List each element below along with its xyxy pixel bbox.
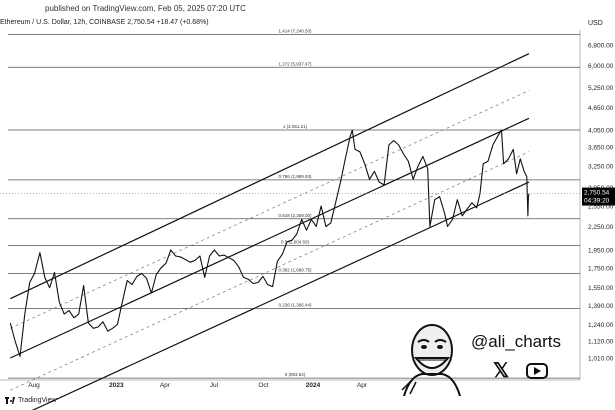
price-tick-label: 1,550.00 (588, 285, 614, 292)
tradingview-footer: TradingView (5, 397, 57, 404)
fib-levels: 1.414 (7,248.50) 1.272 (5,937.47) 1 (4,051… (8, 29, 580, 379)
price-tick-label: 4,050.00 (588, 128, 614, 135)
fib-level-label: 0.382 (1,689.75) (278, 268, 312, 273)
fib-level-label: 1.272 (5,937.47) (278, 61, 312, 66)
price-series-line (9, 129, 530, 357)
tradingview-logo-icon (5, 397, 15, 404)
youtube-icon (526, 363, 548, 379)
time-tick-label: 2023 (109, 382, 124, 389)
channel-line (10, 53, 530, 300)
price-tick-label: 3,250.00 (588, 164, 614, 171)
price-tick-label: 1,390.00 (588, 303, 614, 310)
price-tick-label: 4,650.00 (588, 105, 614, 112)
time-tick-label: Jul (210, 382, 219, 389)
price-tick-label: 3,650.00 (588, 145, 614, 152)
channel-line (31, 181, 530, 410)
fib-level-label: 1 (4,051.21) (283, 124, 308, 129)
symbol-price: 2,750.54 (127, 19, 155, 26)
price-tick-label: 1,120.00 (588, 339, 614, 346)
price-tick-label: 6,800.00 (588, 43, 614, 50)
fib-level-label: 0.786 (2,989.93) (278, 174, 312, 179)
time-tick-label: Oct (258, 382, 268, 389)
last-price-badge-bg (582, 187, 615, 206)
symbol-info: Ethereum / U.S. Dollar, 12h, COINBASE 2,… (0, 19, 209, 26)
time-tick-label: 2024 (306, 382, 321, 389)
price-tick-label: 2,550.00 (588, 203, 614, 210)
price-tick-label: 5,250.00 (588, 85, 614, 92)
fib-level-label: 0 (893.64) (285, 372, 306, 377)
x-logo-icon: 𝕏 (493, 360, 510, 382)
price-tick-label: 2,250.00 (588, 224, 614, 231)
price-tick-label: 1,010.00 (588, 356, 614, 363)
symbol-name: Ethereum / U.S. Dollar, 12h, COINBASE (0, 19, 126, 26)
author-watermark: @ali_charts 𝕏 (398, 318, 578, 398)
channel-line (10, 90, 530, 329)
price-tick-label: 6,000.00 (588, 63, 614, 70)
price-axis: 6,800.00 6,000.00 5,250.00 4,650.00 4,050.00… (588, 43, 614, 363)
time-tick-label: Aug (28, 382, 40, 389)
chart-header: published on TradingView.com, Feb 05, 20… (0, 0, 615, 30)
brand-name: TradingView (18, 397, 57, 404)
time-tick-label: Apr (357, 382, 368, 389)
fib-level-label: 0.236 (1,366.44) (278, 302, 312, 307)
fib-level-label: 0.618 (2,359.00) (278, 213, 312, 218)
meme-face-icon (401, 324, 461, 396)
price-tick-label: 1,950.00 (588, 248, 614, 255)
symbol-change: +18.47 (+0.68%) (156, 19, 209, 26)
fib-level-label: 0.5 (2,004.50) (281, 239, 310, 244)
author-handle: @ali_charts (471, 332, 562, 351)
currency-label: USD (588, 20, 603, 27)
last-price-countdown: 04:39:20 (584, 198, 610, 205)
price-tick-label: 1,750.00 (588, 265, 614, 272)
fib-level-label: 1.414 (7,248.50) (278, 29, 312, 34)
price-tick-label: 2,850.00 (588, 185, 614, 192)
last-price-value: 2,750.54 (584, 190, 610, 197)
channel-line (10, 117, 530, 359)
published-note: published on TradingView.com, Feb 05, 20… (45, 4, 246, 13)
price-tick-label: 1,240.00 (588, 322, 614, 329)
time-axis: Aug 2023 Apr Jul Oct 2024 Apr (28, 382, 368, 389)
time-tick-label: Apr (160, 382, 171, 389)
trend-channel (10, 53, 530, 410)
channel-line (10, 151, 530, 391)
